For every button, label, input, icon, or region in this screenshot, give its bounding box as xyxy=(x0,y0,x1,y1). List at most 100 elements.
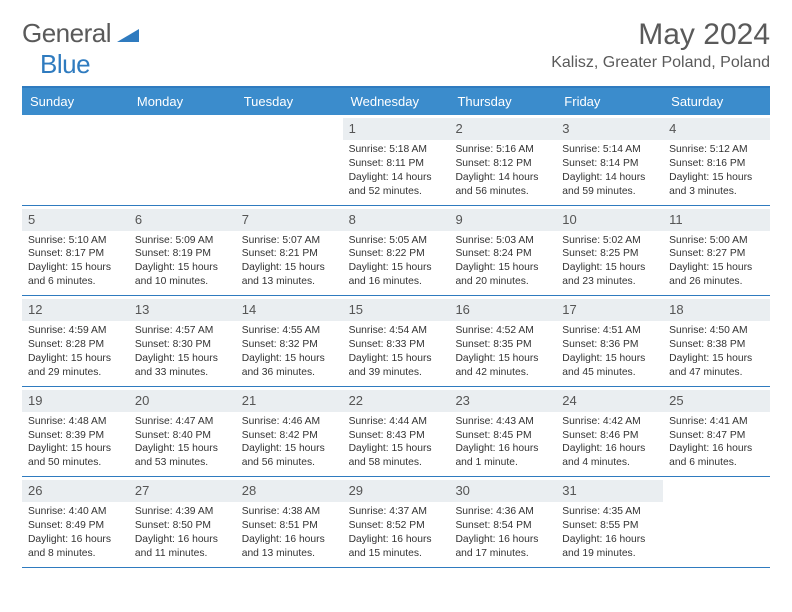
sunset-text: Sunset: 8:17 PM xyxy=(28,247,123,261)
sunrise-text: Sunrise: 4:36 AM xyxy=(455,505,550,519)
calendar-day: 4Sunrise: 5:12 AMSunset: 8:16 PMDaylight… xyxy=(663,115,770,205)
day-info: Sunrise: 5:12 AMSunset: 8:16 PMDaylight:… xyxy=(669,143,764,199)
weekday-header: Monday xyxy=(129,88,236,115)
sunrise-text: Sunrise: 5:00 AM xyxy=(669,234,764,248)
daylight-text: Daylight: 15 hours and 50 minutes. xyxy=(28,442,123,470)
logo: General Blue xyxy=(22,18,139,80)
day-info: Sunrise: 4:59 AMSunset: 8:28 PMDaylight:… xyxy=(28,324,123,380)
sunrise-text: Sunrise: 4:42 AM xyxy=(562,415,657,429)
daylight-text: Daylight: 15 hours and 58 minutes. xyxy=(349,442,444,470)
sunset-text: Sunset: 8:24 PM xyxy=(455,247,550,261)
sunrise-text: Sunrise: 4:38 AM xyxy=(242,505,337,519)
day-info: Sunrise: 4:47 AMSunset: 8:40 PMDaylight:… xyxy=(135,415,230,471)
daylight-text: Daylight: 15 hours and 23 minutes. xyxy=(562,261,657,289)
day-info: Sunrise: 4:54 AMSunset: 8:33 PMDaylight:… xyxy=(349,324,444,380)
sunrise-text: Sunrise: 4:51 AM xyxy=(562,324,657,338)
sunset-text: Sunset: 8:43 PM xyxy=(349,429,444,443)
title-block: May 2024 Kalisz, Greater Poland, Poland xyxy=(551,18,770,72)
day-number-row: 31 xyxy=(556,480,663,502)
daylight-text: Daylight: 15 hours and 39 minutes. xyxy=(349,352,444,380)
calendar-day: 18Sunrise: 4:50 AMSunset: 8:38 PMDayligh… xyxy=(663,296,770,386)
sunset-text: Sunset: 8:42 PM xyxy=(242,429,337,443)
calendar-week: 12 Sunrise: 4:59 AMSunset: 8:28 PMDayligh… xyxy=(22,296,770,387)
day-number-row: 24 xyxy=(556,390,663,412)
calendar-day: 27Sunrise: 4:39 AMSunset: 8:50 PMDayligh… xyxy=(129,477,236,567)
sunset-text: Sunset: 8:51 PM xyxy=(242,519,337,533)
day-number-row: 12 xyxy=(22,299,129,321)
day-info: Sunrise: 5:16 AMSunset: 8:12 PMDaylight:… xyxy=(455,143,550,199)
day-number-row: 22 xyxy=(343,390,450,412)
daylight-text: Daylight: 16 hours and 19 minutes. xyxy=(562,533,657,561)
day-number: 26 xyxy=(28,483,42,498)
day-number: 5 xyxy=(28,212,35,227)
day-info: Sunrise: 4:40 AMSunset: 8:49 PMDaylight:… xyxy=(28,505,123,561)
sunrise-text: Sunrise: 4:57 AM xyxy=(135,324,230,338)
day-number: 10 xyxy=(562,212,576,227)
day-info: Sunrise: 5:02 AMSunset: 8:25 PMDaylight:… xyxy=(562,234,657,290)
daylight-text: Daylight: 15 hours and 10 minutes. xyxy=(135,261,230,289)
day-number-row: 9 xyxy=(449,209,556,231)
day-number: 24 xyxy=(562,393,576,408)
sunrise-text: Sunrise: 5:05 AM xyxy=(349,234,444,248)
calendar-day: 9Sunrise: 5:03 AMSunset: 8:24 PMDaylight… xyxy=(449,206,556,296)
daylight-text: Daylight: 16 hours and 8 minutes. xyxy=(28,533,123,561)
day-number: 11 xyxy=(669,212,683,227)
daylight-text: Daylight: 14 hours and 52 minutes. xyxy=(349,171,444,199)
day-number-row: 13 xyxy=(129,299,236,321)
sunset-text: Sunset: 8:14 PM xyxy=(562,157,657,171)
calendar-day: 31Sunrise: 4:35 AMSunset: 8:55 PMDayligh… xyxy=(556,477,663,567)
day-number-row: 25 xyxy=(663,390,770,412)
daylight-text: Daylight: 15 hours and 53 minutes. xyxy=(135,442,230,470)
calendar-day: 3Sunrise: 5:14 AMSunset: 8:14 PMDaylight… xyxy=(556,115,663,205)
sunrise-text: Sunrise: 4:46 AM xyxy=(242,415,337,429)
sunrise-text: Sunrise: 4:41 AM xyxy=(669,415,764,429)
day-info: Sunrise: 5:14 AMSunset: 8:14 PMDaylight:… xyxy=(562,143,657,199)
daylight-text: Daylight: 14 hours and 56 minutes. xyxy=(455,171,550,199)
day-number: 12 xyxy=(28,302,42,317)
daylight-text: Daylight: 15 hours and 56 minutes. xyxy=(242,442,337,470)
sunrise-text: Sunrise: 4:39 AM xyxy=(135,505,230,519)
calendar-day: 8Sunrise: 5:05 AMSunset: 8:22 PMDaylight… xyxy=(343,206,450,296)
day-number: 20 xyxy=(135,393,149,408)
sunrise-text: Sunrise: 5:18 AM xyxy=(349,143,444,157)
sunrise-text: Sunrise: 5:09 AM xyxy=(135,234,230,248)
daylight-text: Daylight: 14 hours and 59 minutes. xyxy=(562,171,657,199)
daylight-text: Daylight: 15 hours and 3 minutes. xyxy=(669,171,764,199)
day-number-row: 7 xyxy=(236,209,343,231)
logo-triangle-icon xyxy=(117,26,139,47)
sunrise-text: Sunrise: 5:02 AM xyxy=(562,234,657,248)
day-info: Sunrise: 4:50 AMSunset: 8:38 PMDaylight:… xyxy=(669,324,764,380)
sunrise-text: Sunrise: 4:55 AM xyxy=(242,324,337,338)
sunset-text: Sunset: 8:54 PM xyxy=(455,519,550,533)
day-number-row: 30 xyxy=(449,480,556,502)
daylight-text: Daylight: 15 hours and 26 minutes. xyxy=(669,261,764,289)
day-number-row: 14 xyxy=(236,299,343,321)
daylight-text: Daylight: 16 hours and 15 minutes. xyxy=(349,533,444,561)
weekday-header: Wednesday xyxy=(343,88,450,115)
day-number-row: 27 xyxy=(129,480,236,502)
day-number: 2 xyxy=(455,121,462,136)
daylight-text: Daylight: 16 hours and 13 minutes. xyxy=(242,533,337,561)
day-number: 7 xyxy=(242,212,249,227)
day-number-row: 21 xyxy=(236,390,343,412)
sunrise-text: Sunrise: 5:14 AM xyxy=(562,143,657,157)
sunset-text: Sunset: 8:11 PM xyxy=(349,157,444,171)
sunrise-text: Sunrise: 5:10 AM xyxy=(28,234,123,248)
calendar-day: 23Sunrise: 4:43 AMSunset: 8:45 PMDayligh… xyxy=(449,387,556,477)
sunrise-text: Sunrise: 5:07 AM xyxy=(242,234,337,248)
day-number: 21 xyxy=(242,393,256,408)
day-number: 28 xyxy=(242,483,256,498)
sunset-text: Sunset: 8:47 PM xyxy=(669,429,764,443)
calendar-day xyxy=(22,115,129,205)
sunrise-text: Sunrise: 4:59 AM xyxy=(28,324,123,338)
day-number: 22 xyxy=(349,393,363,408)
day-number-row: 10 xyxy=(556,209,663,231)
daylight-text: Daylight: 16 hours and 1 minute. xyxy=(455,442,550,470)
calendar-day: 25Sunrise: 4:41 AMSunset: 8:47 PMDayligh… xyxy=(663,387,770,477)
day-number-row: 17 xyxy=(556,299,663,321)
day-number: 30 xyxy=(455,483,469,498)
calendar-day: 26 Sunrise: 4:40 AMSunset: 8:49 PMDayligh… xyxy=(22,477,129,567)
calendar-day: 28 Sunrise: 4:38 AMSunset: 8:51 PMDayligh… xyxy=(236,477,343,567)
day-number: 13 xyxy=(135,302,149,317)
sunset-text: Sunset: 8:22 PM xyxy=(349,247,444,261)
